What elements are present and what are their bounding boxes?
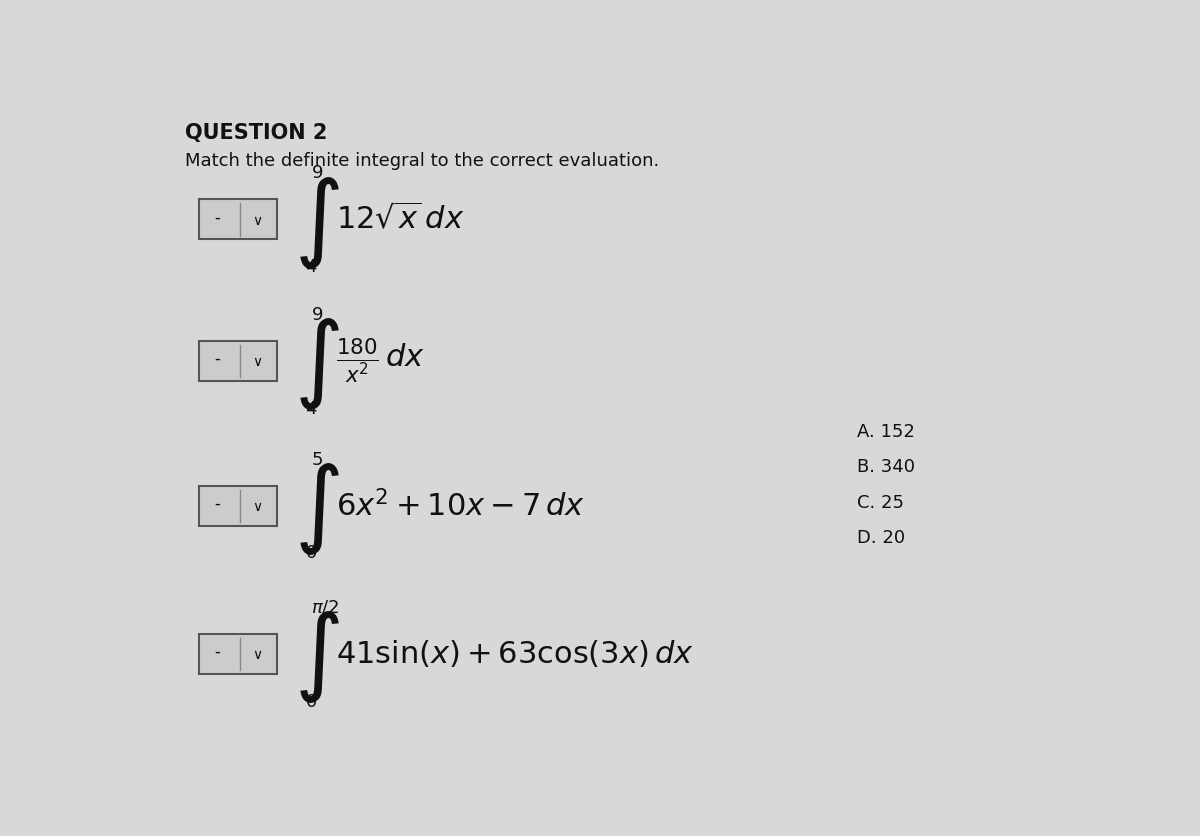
Text: -: - [215,350,221,368]
Text: $6x^2+10x-7\,dx$: $6x^2+10x-7\,dx$ [336,490,586,522]
Text: $9$: $9$ [311,164,323,182]
Text: $4$: $4$ [305,400,318,418]
Text: $9$: $9$ [311,306,323,324]
Text: $\int$: $\int$ [294,461,340,557]
Text: C. 25: C. 25 [857,493,904,512]
Text: B. 340: B. 340 [857,458,914,477]
Text: $\frac{180}{x^2}\,dx$: $\frac{180}{x^2}\,dx$ [336,336,425,385]
Text: $12\sqrt{x}\,dx$: $12\sqrt{x}\,dx$ [336,203,464,236]
Text: $0$: $0$ [305,544,317,563]
Text: $5$: $5$ [311,451,323,468]
FancyBboxPatch shape [199,341,277,381]
FancyBboxPatch shape [199,634,277,674]
Text: A. 152: A. 152 [857,423,914,441]
Text: ∨: ∨ [253,214,263,227]
Text: $\int$: $\int$ [294,316,340,412]
Text: $4$: $4$ [305,258,318,276]
FancyBboxPatch shape [199,486,277,526]
Text: ∨: ∨ [253,500,263,514]
Text: -: - [215,643,221,661]
Text: ∨: ∨ [253,648,263,662]
Text: -: - [215,495,221,513]
Text: $\pi/2$: $\pi/2$ [311,599,338,617]
Text: ∨: ∨ [253,355,263,370]
Text: Match the definite integral to the correct evaluation.: Match the definite integral to the corre… [185,152,660,170]
Text: $\int$: $\int$ [294,609,340,705]
FancyBboxPatch shape [199,200,277,239]
Text: $41\sin(x)+63\cos(3x)\,dx$: $41\sin(x)+63\cos(3x)\,dx$ [336,639,694,670]
Text: -: - [215,208,221,227]
Text: $0$: $0$ [305,692,317,711]
Text: $\int$: $\int$ [294,175,340,271]
Text: QUESTION 2: QUESTION 2 [185,123,328,143]
Text: D. 20: D. 20 [857,529,905,547]
